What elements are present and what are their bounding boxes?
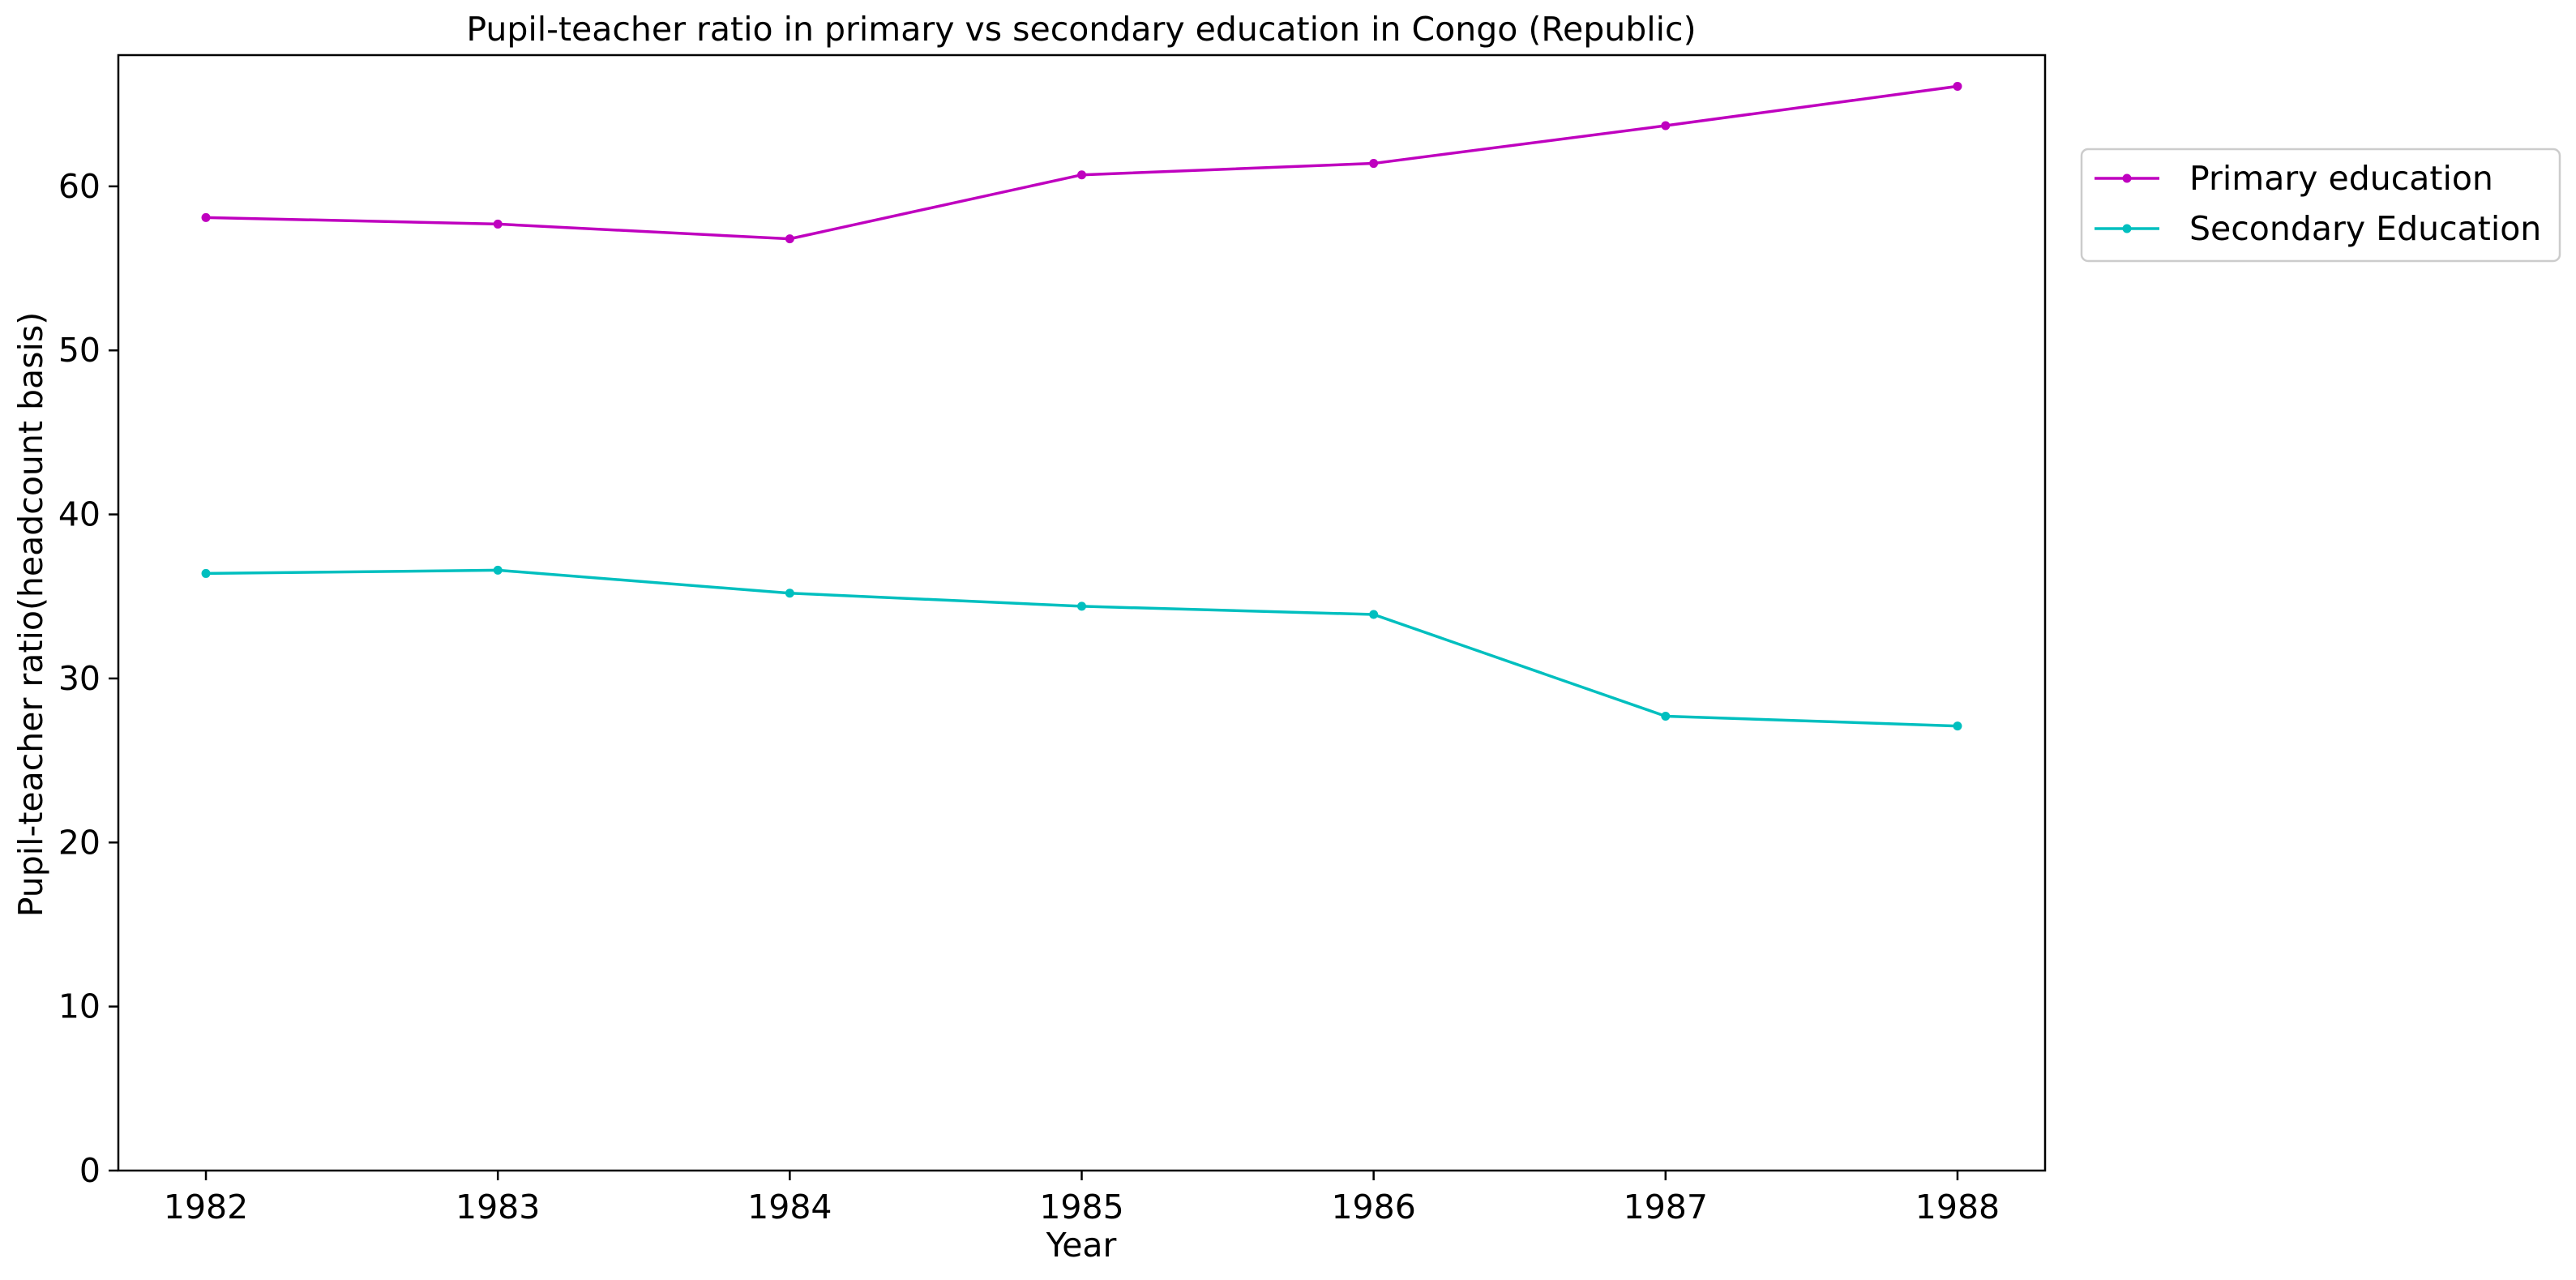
data-point-primary-education (201, 212, 211, 222)
data-point-primary-education (785, 234, 794, 244)
y-axis-label: Pupil-teacher ratio(headcount basis) (11, 312, 50, 918)
data-point-secondary-education (1369, 610, 1379, 619)
data-point-secondary-education (201, 568, 211, 578)
series-line-primary-education (206, 84, 1958, 241)
data-point-secondary-education (1953, 721, 1962, 731)
x-tick-label: 1987 (1624, 1188, 1708, 1226)
legend: Primary education Secondary Education (2080, 148, 2561, 263)
legend-swatch-marker (2122, 173, 2132, 183)
x-tick-label: 1984 (747, 1188, 832, 1226)
data-point-primary-education (1369, 159, 1379, 169)
x-tick-label: 1986 (1331, 1188, 1415, 1226)
y-tick-label: 0 (79, 1151, 101, 1190)
y-tick-label: 40 (58, 495, 101, 534)
data-point-primary-education (493, 219, 503, 229)
data-point-primary-education (1953, 81, 1962, 91)
data-point-secondary-education (493, 565, 503, 575)
y-tick-label: 10 (58, 987, 101, 1026)
x-tick-label: 1983 (456, 1188, 540, 1226)
y-tick-label: 50 (58, 331, 101, 370)
x-tick-label: 1988 (1915, 1188, 2000, 1226)
legend-swatch-marker (2122, 224, 2132, 233)
data-point-secondary-education (1077, 601, 1086, 611)
plot-frame (117, 54, 2047, 1172)
x-axis-label: Year (1046, 1226, 1117, 1265)
y-tick-label: 20 (58, 823, 101, 862)
data-point-secondary-education (1661, 711, 1671, 721)
legend-label: Secondary Education (2189, 209, 2541, 248)
legend-frame (2080, 148, 2561, 263)
x-tick-label: 1982 (164, 1188, 248, 1226)
data-point-primary-education (1077, 170, 1086, 180)
x-tick-label: 1985 (1039, 1188, 1123, 1226)
y-axis-ticks: 0 10 20 30 40 50 60 (58, 167, 118, 1190)
y-tick-label: 60 (58, 167, 101, 206)
chart-title: Pupil-teacher ratio in primary vs second… (466, 10, 1696, 49)
series-layer (201, 81, 1962, 731)
x-axis-ticks: 1982 1983 1984 1985 1986 1987 1988 (164, 1171, 2000, 1226)
series-line-secondary-education (206, 568, 1958, 728)
data-point-secondary-education (785, 589, 794, 598)
legend-label: Primary education (2189, 159, 2493, 198)
data-point-primary-education (1661, 121, 1671, 131)
y-tick-label: 30 (58, 659, 101, 698)
